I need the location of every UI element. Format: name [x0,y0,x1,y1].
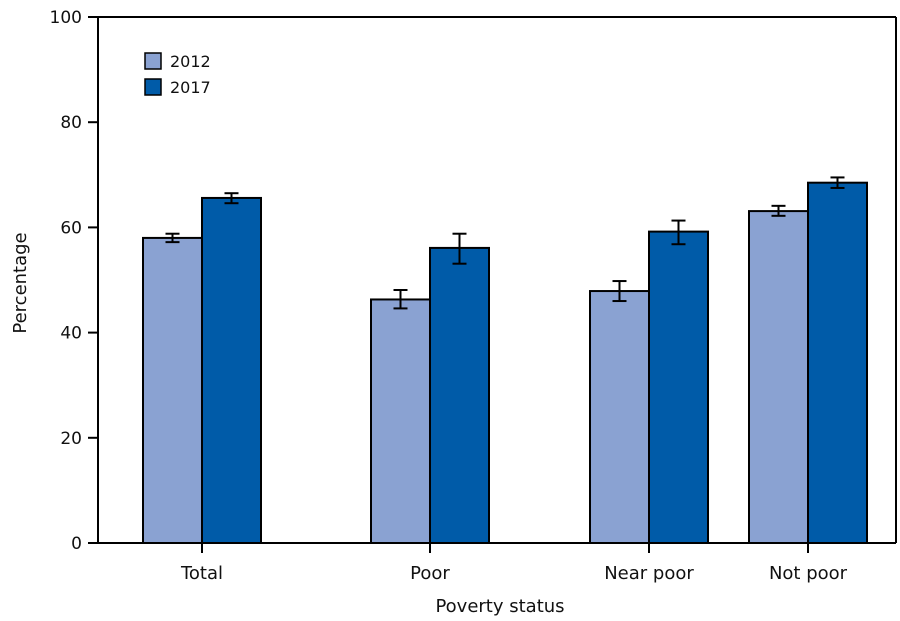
legend-swatch-2017 [144,78,162,96]
y-tick-label: 60 [60,218,82,238]
bar-2012-not-poor [748,210,809,544]
legend-label-2012: 2012 [170,52,211,71]
legend-label-2017: 2017 [170,78,211,97]
x-tick-label: Total [180,563,223,584]
bar-2012-poor [370,298,431,544]
y-axis-title: Percentage [10,232,31,333]
error-bars [165,176,845,310]
y-axis-ticks: 0 20 40 60 80 100 [50,8,98,554]
x-axis-title: Poverty status [435,596,564,617]
x-tick-label: Near poor [604,563,694,584]
bar-2012-near-poor [589,290,650,544]
bar-2017-poor [429,246,490,544]
x-axis-ticks: Total Poor Near poor Not poor [180,543,848,584]
y-tick-label: 40 [60,324,82,344]
legend-swatch-2012 [144,52,162,70]
bar-2012-total [142,236,203,544]
bars [142,181,868,544]
y-tick-label: 80 [60,113,82,133]
y-tick-label: 0 [71,534,82,554]
bar-2017-near-poor [648,230,709,544]
x-tick-label: Not poor [769,563,848,584]
legend: 2012 2017 [144,52,211,97]
y-tick-label: 100 [50,8,82,28]
bar-2017-total [201,196,262,544]
bar-2017-not-poor [807,181,868,544]
y-tick-label: 20 [60,429,82,449]
x-tick-label: Poor [410,563,450,584]
